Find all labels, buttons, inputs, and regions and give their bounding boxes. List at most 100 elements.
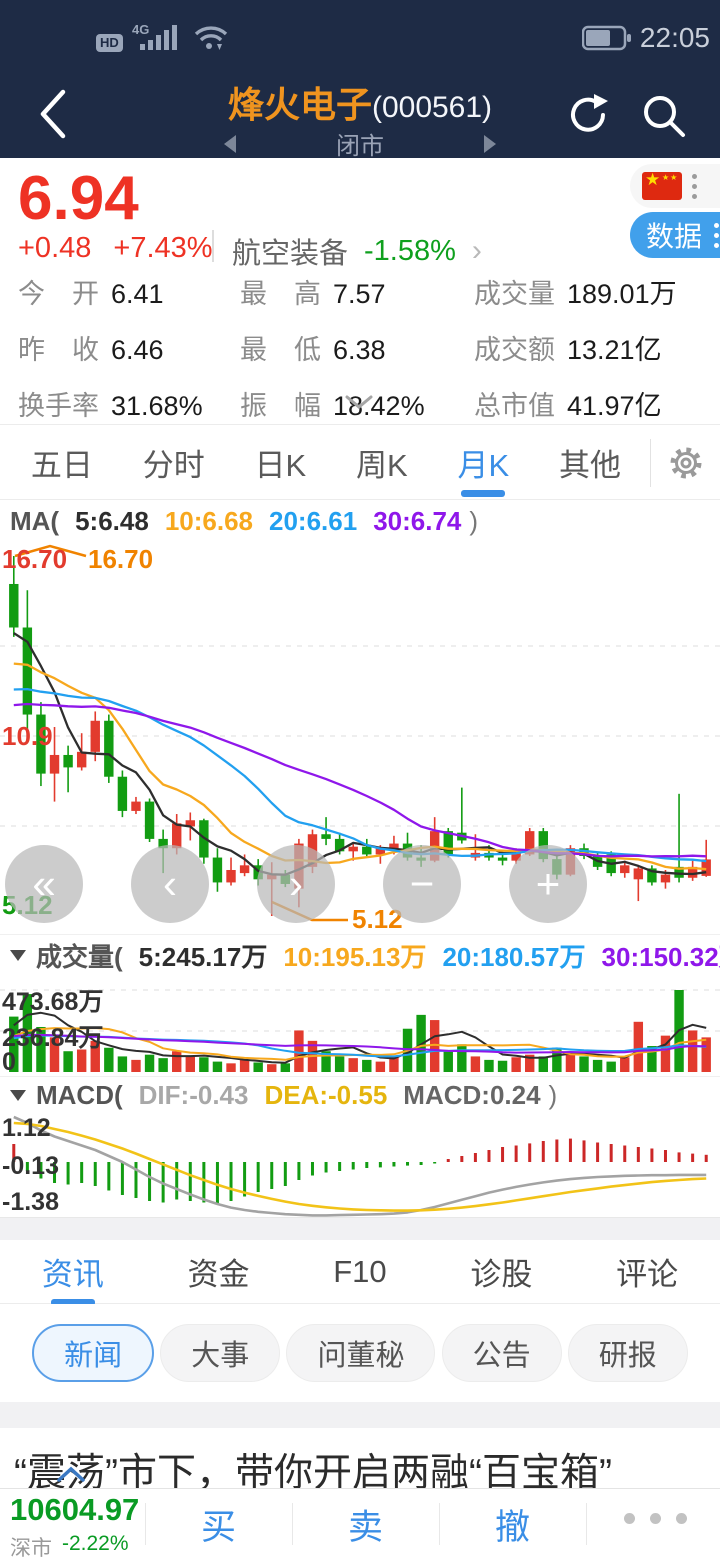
index-value[interactable]: 10604.97: [10, 1492, 140, 1527]
candle-body: [76, 751, 87, 768]
tab-label: 月K: [457, 447, 510, 483]
stat-label: 振 幅: [240, 391, 321, 421]
macd-histogram-bar: [310, 1162, 314, 1176]
change-percent: +7.43%: [113, 232, 213, 264]
zoom-out-button[interactable]: −: [383, 845, 461, 923]
clock: 22:05: [639, 22, 710, 53]
data-button[interactable]: 数据: [630, 212, 720, 258]
macd-histogram-bar: [378, 1162, 382, 1168]
step-forward-button[interactable]: ›: [257, 845, 335, 923]
tab-月K[interactable]: 月K: [456, 426, 512, 499]
volume-bar: [457, 1044, 467, 1072]
macd-chart[interactable]: 1.12 -0.13 -1.38: [0, 1114, 720, 1218]
volume-bar: [185, 1056, 195, 1072]
legend-item: 20:6.61: [269, 505, 358, 536]
candle-body: [158, 838, 168, 849]
collapse-icon[interactable]: [10, 1090, 26, 1101]
volume-bar: [375, 1061, 386, 1072]
trade-bar: 10604.97 深市 -2.22% 买 卖 撤: [0, 1488, 720, 1560]
zoom-out-icon: −: [409, 860, 435, 907]
volume-bar: [104, 1047, 114, 1072]
legend-item: 30:6.74: [373, 505, 462, 536]
legend-close: ): [469, 505, 479, 536]
volume-bar: [36, 1026, 46, 1072]
tab-周K[interactable]: 周K: [354, 426, 410, 499]
pill-问董秘[interactable]: 问董秘: [286, 1324, 436, 1382]
prev-stock-icon[interactable]: [224, 134, 236, 153]
zoom-in-button[interactable]: +: [509, 845, 587, 923]
tab-日K[interactable]: 日K: [253, 426, 309, 499]
macd-histogram-bar: [433, 1162, 437, 1164]
step-forward-icon: ›: [289, 860, 303, 907]
pill-公告[interactable]: 公告: [441, 1324, 562, 1382]
stat-value: 6.38: [333, 335, 386, 365]
volume-bar: [267, 1064, 277, 1072]
sector-row[interactable]: 航空装备 -1.58% ›: [232, 230, 482, 272]
action-label: 卖: [347, 1508, 383, 1547]
stat-item: 振 幅 18.42%: [240, 384, 474, 423]
pill-大事[interactable]: 大事: [160, 1324, 281, 1382]
macd-histogram-bar: [39, 1162, 43, 1179]
stat-value: 18.42%: [333, 391, 425, 421]
stat-item: 今 开 6.41: [18, 272, 240, 311]
divider: [212, 230, 214, 262]
volume-bar: [334, 1056, 345, 1072]
macd-histogram-bar: [12, 1144, 16, 1162]
tab-五日[interactable]: 五日: [29, 426, 95, 499]
legend-item: MACD:0.24: [403, 1080, 541, 1110]
volume-bar: [660, 1035, 671, 1072]
action-撤-button[interactable]: 撤: [439, 1499, 586, 1550]
chevron-down-icon[interactable]: [344, 394, 374, 410]
action-买-button[interactable]: 买: [145, 1499, 292, 1550]
action-卖-button[interactable]: 卖: [292, 1499, 439, 1550]
tab-F10[interactable]: F10: [331, 1240, 388, 1304]
step-back-icon: ‹: [163, 860, 177, 907]
volume-bar: [389, 1056, 399, 1072]
axis-mid-label: 10.9: [2, 721, 53, 751]
tab-资讯[interactable]: 资讯: [40, 1235, 106, 1308]
step-back-button[interactable]: ‹: [131, 845, 209, 923]
macd-histogram-bar: [419, 1162, 423, 1165]
section-divider: [0, 1218, 720, 1240]
candle-body: [389, 843, 399, 849]
ellipsis-icon[interactable]: [624, 1513, 687, 1524]
volume-bar: [525, 1054, 535, 1072]
volume-ma30-line: [13, 1033, 707, 1054]
collapse-icon[interactable]: [10, 950, 26, 961]
stat-item: 昨 收 6.46: [18, 328, 240, 367]
gear-icon[interactable]: [666, 443, 706, 488]
search-icon[interactable]: [640, 92, 688, 140]
fast-rewind-button[interactable]: «: [5, 845, 83, 923]
tab-分时[interactable]: 分时: [141, 426, 207, 499]
tab-资金[interactable]: 资金: [186, 1235, 252, 1308]
candle-body: [36, 714, 46, 774]
candle-body: [525, 831, 535, 855]
macd-histogram-bar: [406, 1162, 410, 1166]
macd-histogram-bar: [473, 1153, 477, 1162]
legend-item: 5:6.48: [75, 505, 149, 536]
change-amount: +0.48: [18, 232, 92, 264]
next-stock-icon[interactable]: [484, 134, 496, 153]
macd-histogram-bar: [609, 1144, 613, 1162]
macd-histogram-bar: [297, 1162, 301, 1180]
pill-新闻[interactable]: 新闻: [32, 1324, 155, 1382]
pill-label: 新闻: [64, 1340, 123, 1372]
macd-histogram-bar: [270, 1162, 274, 1189]
pill-研报[interactable]: 研报: [567, 1324, 688, 1382]
candle-body: [497, 857, 508, 861]
market-flag-button[interactable]: ★ ★★: [630, 164, 720, 208]
more-dots-icon: [692, 173, 697, 199]
refresh-icon[interactable]: [566, 92, 612, 138]
macd-histogram-bar: [514, 1145, 518, 1162]
tab-评论[interactable]: 评论: [614, 1235, 680, 1308]
legend-close: ): [548, 1080, 558, 1110]
legend-item: DIF:-0.43: [138, 1080, 249, 1110]
expand-icon[interactable]: [56, 1466, 86, 1484]
stat-value: 7.57: [333, 279, 386, 309]
ma-legend: MA(5:6.48 10:6.68 20:6.61 30:6.74): [0, 500, 720, 542]
tab-诊股[interactable]: 诊股: [468, 1235, 534, 1308]
tab-其他[interactable]: 其他: [557, 426, 623, 499]
back-icon[interactable]: [36, 88, 68, 140]
